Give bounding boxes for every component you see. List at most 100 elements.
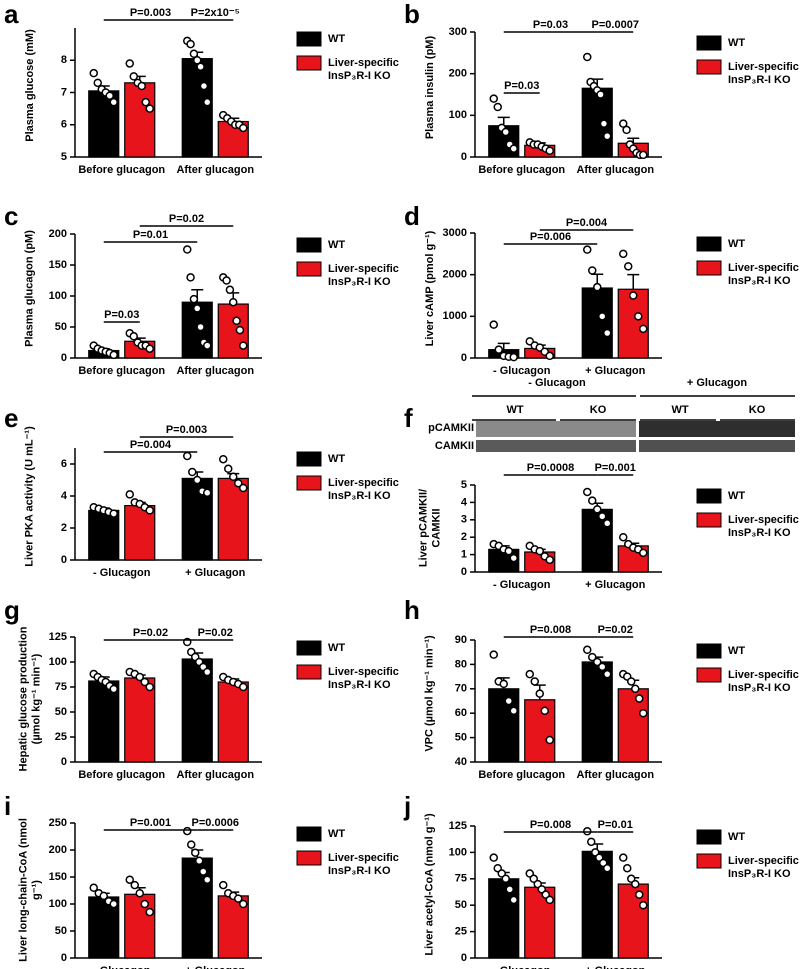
data-point — [193, 304, 202, 313]
data-point — [603, 669, 612, 679]
data-point — [187, 840, 196, 849]
data-point — [189, 294, 199, 304]
data-point — [639, 150, 648, 160]
legend-swatch — [296, 640, 322, 656]
blot-band-label: pCAMKII — [428, 422, 474, 434]
bar — [124, 677, 156, 763]
y-tick-label: 100 — [49, 898, 67, 910]
data-point — [631, 879, 640, 889]
legend-swatch — [696, 59, 722, 75]
data-point — [501, 127, 510, 137]
data-point — [583, 245, 592, 254]
bar — [88, 509, 120, 561]
data-point — [530, 677, 539, 686]
data-point — [599, 119, 609, 128]
y-tick-label: 0 — [461, 952, 467, 964]
data-point — [203, 488, 212, 498]
data-point — [135, 888, 144, 898]
data-point — [509, 895, 518, 905]
y-tick-label: 150 — [49, 259, 67, 271]
blot-band-label: CAMKII — [435, 440, 474, 452]
bar — [617, 883, 649, 959]
bar — [124, 505, 156, 561]
y-tick-label: 75 — [55, 681, 67, 693]
y-tick-label: 2000 — [443, 269, 467, 281]
data-point — [125, 875, 134, 884]
y-tick-label: 7 — [61, 86, 67, 98]
p-value: P=0.02 — [133, 627, 168, 639]
y-tick-label: 100 — [449, 846, 467, 858]
y-tick-label: 50 — [55, 925, 67, 937]
data-point — [603, 131, 612, 141]
y-tick-label: 5 — [61, 151, 67, 163]
data-point — [494, 345, 503, 354]
bar — [88, 680, 120, 763]
x-tick-label: + Glucagon — [185, 567, 245, 579]
data-point — [624, 262, 633, 271]
bar — [217, 681, 249, 763]
y-tick-label: 0 — [61, 952, 67, 964]
legend-label: WT — [728, 645, 746, 657]
p-value: P=0.003 — [130, 7, 171, 19]
data-point — [588, 266, 597, 275]
data-point — [504, 696, 513, 706]
x-tick-label: - Glucagon — [493, 365, 551, 377]
data-point — [631, 684, 640, 694]
p-value: P=0.008 — [530, 624, 571, 636]
data-point — [137, 81, 146, 91]
data-point — [203, 97, 212, 107]
legend-label: Liver-specific InsP₃R-I KO — [328, 666, 399, 691]
data-point — [234, 478, 243, 488]
data-point — [196, 62, 205, 71]
data-point — [203, 667, 212, 677]
p-value: P=0.006 — [530, 231, 571, 243]
data-point — [125, 490, 134, 499]
data-point — [525, 669, 534, 679]
bar — [581, 287, 613, 359]
y-tick-label: 50 — [55, 706, 67, 718]
y-tick-label: 2 — [461, 531, 467, 543]
y-tick-label: 300 — [449, 26, 467, 38]
legend-swatch — [696, 643, 722, 659]
data-point — [545, 351, 554, 361]
y-axis-label: Hepatic glucose production (µmol kg⁻¹ mi… — [17, 626, 42, 771]
legend-label: Liver-specific InsP₃R-I KO — [328, 852, 399, 877]
data-point — [219, 880, 228, 890]
data-point — [623, 863, 632, 873]
data-point — [509, 706, 518, 716]
y-tick-label: 1000 — [443, 310, 467, 322]
bar — [488, 688, 520, 763]
x-tick-label: After glucagon — [176, 769, 254, 781]
y-tick-label: 4 — [61, 490, 68, 502]
y-tick-label: 125 — [449, 820, 467, 832]
y-axis-label: Liver cAMP (pmol g⁻¹) — [423, 230, 436, 346]
legend-label: Liver-specific InsP₃R-I KO — [728, 855, 799, 880]
data-point — [193, 475, 202, 485]
panel-letter: h — [404, 595, 420, 625]
p-value: P=0.008 — [530, 819, 571, 831]
data-point — [229, 472, 238, 482]
data-point — [232, 316, 241, 326]
blot-strip — [639, 421, 795, 437]
y-axis-label: Liver PKA activity (U mL⁻¹) — [23, 426, 36, 567]
p-value: P=0.001 — [595, 462, 636, 474]
data-point — [189, 49, 199, 59]
data-point — [639, 708, 648, 718]
y-tick-label: 100 — [49, 290, 67, 302]
data-point — [129, 332, 138, 341]
legend-swatch — [696, 853, 722, 869]
data-point — [603, 519, 612, 528]
data-point — [239, 899, 248, 909]
legend-swatch — [696, 260, 722, 276]
x-tick-label: After glucagon — [576, 769, 654, 781]
data-point — [225, 285, 235, 295]
data-point — [593, 282, 602, 292]
data-point — [583, 487, 592, 497]
y-tick-label: 3000 — [443, 227, 467, 239]
data-point — [588, 652, 597, 662]
bar — [617, 288, 649, 359]
x-tick-label: Before glucagon — [478, 164, 565, 176]
legend-label: WT — [328, 828, 346, 840]
blot-genotype: WT — [671, 404, 688, 416]
x-tick-label: After glucagon — [176, 164, 254, 176]
